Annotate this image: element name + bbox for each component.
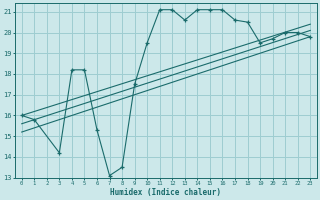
X-axis label: Humidex (Indice chaleur): Humidex (Indice chaleur) xyxy=(110,188,221,197)
